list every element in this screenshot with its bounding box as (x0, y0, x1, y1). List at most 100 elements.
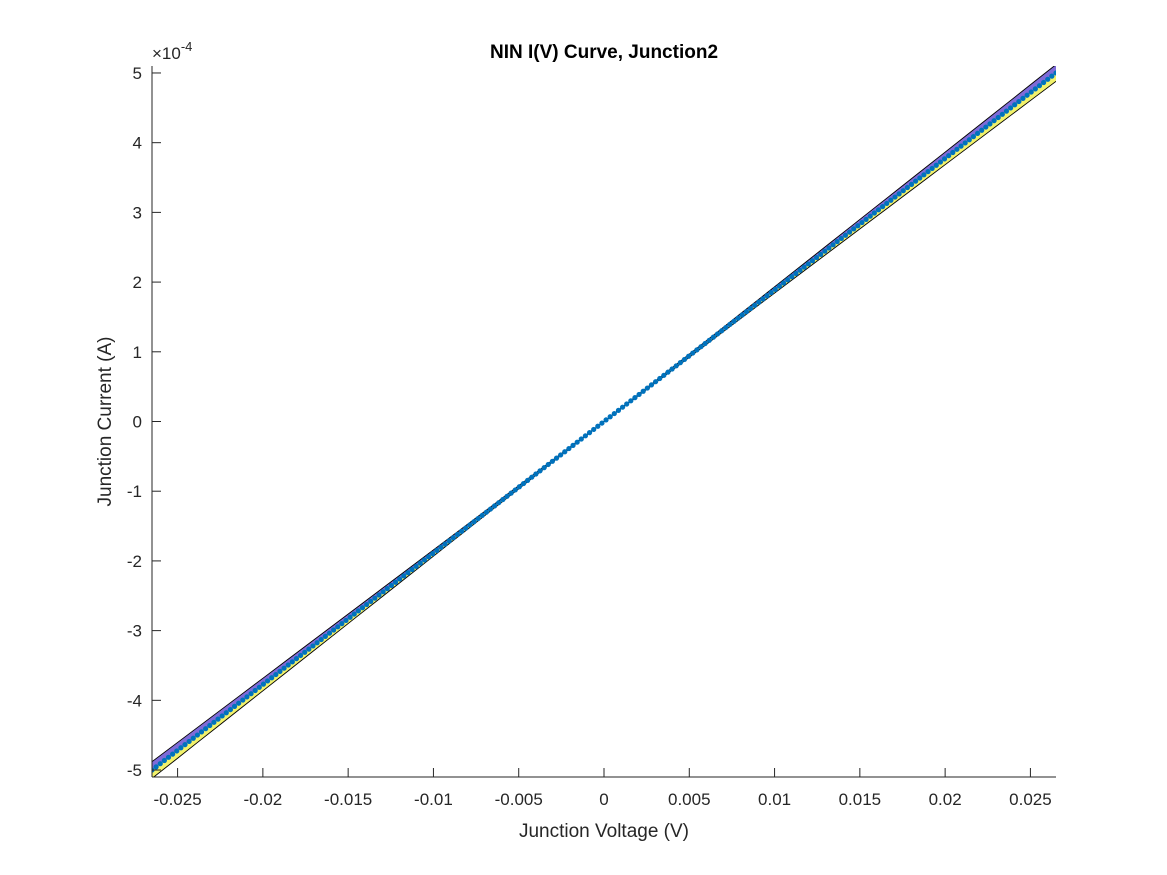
data-point (941, 156, 948, 162)
data-point (388, 582, 395, 589)
data-point (847, 229, 853, 235)
data-point (607, 414, 613, 420)
data-point (537, 468, 543, 474)
data-point (293, 656, 300, 662)
data-point (921, 172, 927, 178)
data-point (615, 407, 622, 413)
data-point (260, 681, 267, 687)
data-point (946, 153, 952, 159)
data-point (1028, 89, 1034, 95)
data-point (690, 350, 696, 356)
data-point (343, 617, 349, 624)
data-point (776, 283, 783, 289)
y-tick-label: -2 (127, 552, 142, 571)
data-point (298, 652, 304, 659)
data-point (657, 375, 663, 382)
y-tick-label: 5 (133, 64, 142, 83)
data-point (1045, 76, 1051, 82)
data-point (512, 487, 518, 493)
data-point (182, 742, 188, 748)
data-point (203, 726, 209, 732)
x-tick-label: 0.025 (1009, 790, 1052, 809)
data-point (500, 496, 506, 503)
data-point (198, 729, 205, 735)
data-point (471, 519, 477, 525)
data-point (875, 207, 882, 213)
data-point (285, 662, 291, 668)
data-point (492, 503, 498, 509)
data-point (706, 337, 712, 343)
data-point (1053, 70, 1056, 76)
data-point (1003, 108, 1010, 114)
data-point (326, 630, 333, 636)
data-point (450, 535, 456, 541)
data-point (628, 398, 634, 404)
data-point (322, 633, 328, 639)
data-point (913, 178, 919, 184)
data-point (1007, 105, 1014, 111)
data-point (264, 678, 271, 684)
data-point (578, 436, 584, 442)
data-point (809, 258, 816, 264)
data-point (888, 197, 894, 203)
data-point (917, 175, 923, 181)
data-point (359, 605, 366, 611)
data-point (892, 194, 898, 200)
plot-content (152, 66, 1056, 777)
data-point (244, 694, 250, 700)
data-point (434, 547, 440, 554)
x-tick-label: -0.02 (243, 790, 282, 809)
data-point (413, 563, 419, 569)
data-point (966, 137, 972, 143)
data-point (236, 700, 242, 706)
data-point (397, 576, 403, 582)
x-tick-label: 0.02 (929, 790, 962, 809)
data-point (995, 114, 1001, 121)
data-point (384, 586, 390, 592)
y-tick-label: -1 (127, 482, 142, 501)
data-point (525, 477, 531, 483)
data-point (376, 592, 382, 598)
data-point (950, 149, 956, 156)
data-point (240, 697, 246, 703)
data-point (838, 235, 844, 242)
data-point (1020, 95, 1026, 101)
data-point (632, 395, 638, 401)
data-point (653, 379, 659, 385)
data-point (190, 735, 196, 741)
data-point (772, 286, 778, 292)
data-point (1016, 98, 1022, 105)
data-point (516, 484, 522, 490)
data-point (339, 621, 345, 627)
data-point (764, 293, 770, 299)
data-point (884, 200, 890, 207)
data-point (438, 544, 444, 550)
data-point (673, 363, 679, 369)
data-point (813, 254, 820, 261)
data-point (508, 490, 514, 496)
data-point (306, 646, 312, 652)
data-point (855, 223, 861, 229)
data-point (533, 471, 539, 477)
y-tick-label: 0 (133, 413, 142, 432)
data-point (859, 219, 865, 226)
data-point (409, 566, 415, 573)
data-point (574, 439, 580, 445)
axes: -0.025 -0.02 -0.015 -0.01 -0.005 0 0.005 0.01 0.… (127, 64, 1056, 809)
data-point (372, 595, 378, 601)
data-point (351, 611, 357, 617)
data-point (962, 140, 968, 146)
data-point (904, 184, 911, 191)
y-tick-label: 4 (133, 134, 142, 153)
data-point (458, 528, 465, 534)
data-point (714, 331, 721, 337)
data-point (442, 541, 448, 547)
data-point (454, 531, 461, 538)
data-point (194, 732, 201, 738)
data-point (545, 461, 551, 468)
data-point (785, 277, 791, 283)
data-point (558, 452, 564, 458)
data-point (739, 312, 745, 318)
data-point (153, 764, 159, 770)
data-point (215, 716, 221, 722)
